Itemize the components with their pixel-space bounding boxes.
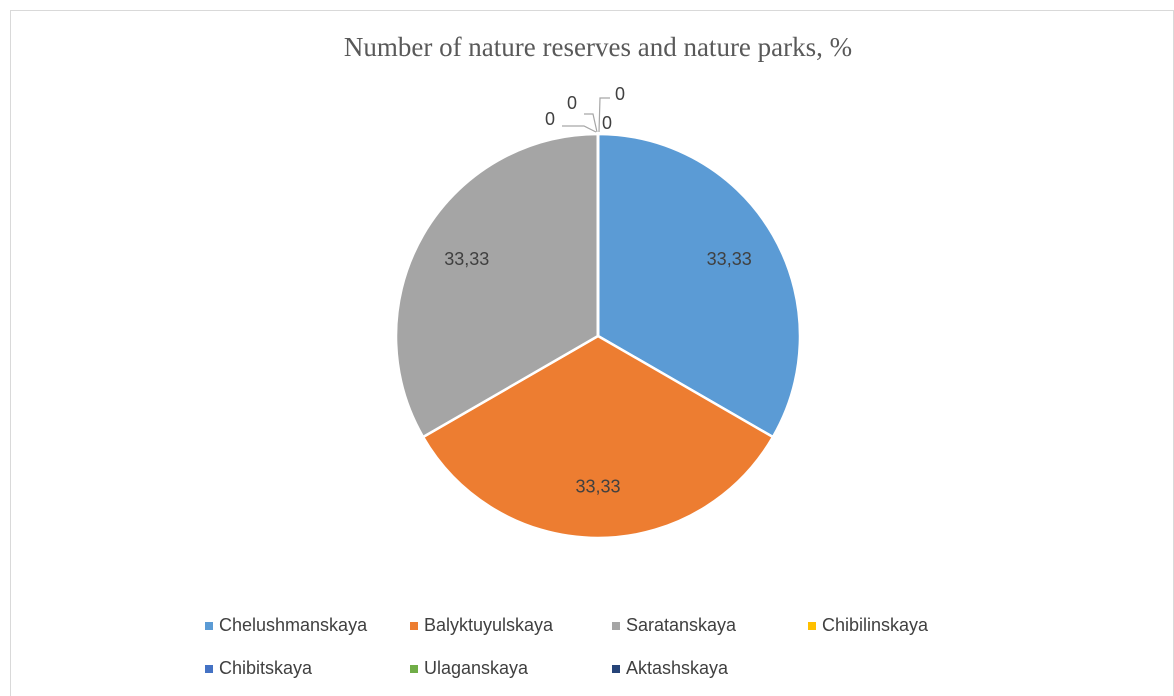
legend-label: Ulaganskaya [424, 658, 529, 678]
legend-swatch [612, 665, 620, 673]
pie-slice [596, 132, 802, 439]
legend-swatch [410, 665, 418, 673]
legend-swatch [205, 622, 213, 630]
data-label: 33,33 [444, 249, 489, 269]
data-label: 0 [545, 109, 555, 129]
pie-slice [421, 334, 775, 540]
legend-swatch [612, 622, 620, 630]
legend-label: Chibitskaya [219, 658, 313, 678]
data-label: 33,33 [575, 476, 620, 496]
data-label: 0 [567, 93, 577, 113]
legend-label: Aktashskaya [626, 658, 729, 678]
data-label: 0 [615, 84, 625, 104]
data-label: 0 [602, 113, 612, 133]
legend-label: Chibilinskaya [822, 615, 929, 635]
legend-label: Chelushmanskaya [219, 615, 368, 635]
chart-title: Number of nature reserves and nature par… [344, 32, 852, 62]
leader-lines [562, 97, 610, 133]
legend-swatch [808, 622, 816, 630]
legend-swatch [205, 665, 213, 673]
legend-label: Balyktuyulskaya [424, 615, 554, 635]
data-label: 33,33 [707, 249, 752, 269]
pie-slice [394, 132, 600, 439]
legend-swatch [410, 622, 418, 630]
legend-label: Saratanskaya [626, 615, 737, 635]
